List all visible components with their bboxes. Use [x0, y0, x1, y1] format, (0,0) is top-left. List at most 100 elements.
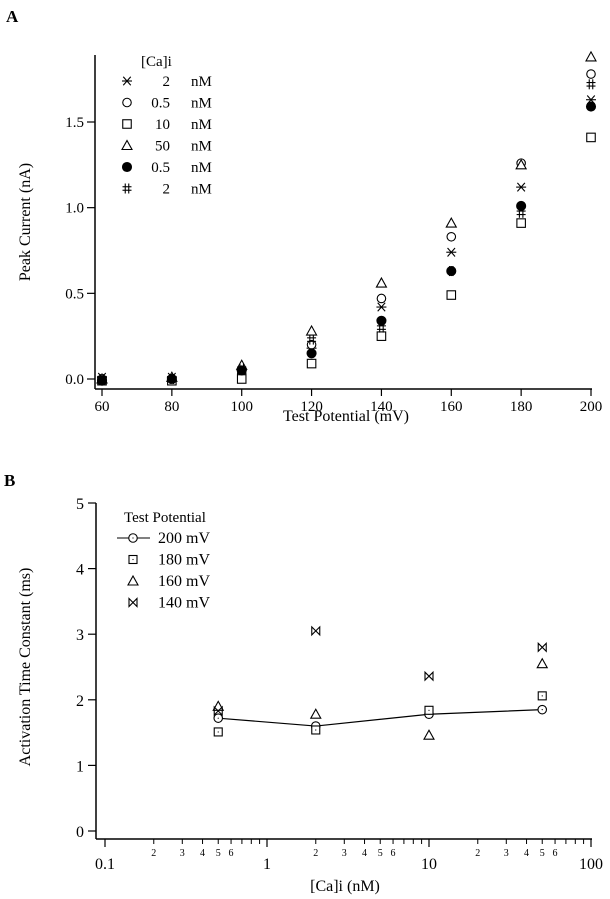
- panel-a-point-circle-filled: [446, 266, 457, 277]
- panel-a-point-triangle-open: [305, 324, 318, 336]
- panel-a-legend-marker-triangle-open: [121, 139, 133, 151]
- panel-a-point-circle-filled: [516, 200, 527, 212]
- panel-a-x-tick-label: 180: [510, 399, 533, 415]
- panel-b-x-minor-tick-label: 3: [342, 848, 347, 859]
- panel-a-legend-unit: nM: [191, 96, 212, 112]
- panel-a-legend-unit: nM: [191, 139, 212, 155]
- panel-b-y-axis-label: Activation Time Constant (ms): [17, 568, 34, 767]
- panel-b-point-triangle-open: [423, 729, 435, 740]
- panel-a-point-circle-filled: [166, 373, 177, 385]
- panel-a-point-asterisk: [446, 247, 457, 257]
- panel-b-x-minor-tick-label: 6: [229, 848, 234, 859]
- panel-b-point-circle-open-line: [213, 713, 224, 723]
- panel-b-x-minor-tick-label: 4: [524, 848, 529, 859]
- panel-a-point-circle-open: [446, 231, 457, 242]
- panel-a-x-tick-label: 140: [370, 399, 393, 415]
- panel-a-legend-value: 50: [155, 139, 170, 155]
- panel-a-y-tick-label: 1.0: [65, 201, 84, 217]
- panel-b-y-tick-label: 3: [76, 627, 84, 644]
- panel-a-x-tick-label: 160: [440, 399, 463, 415]
- panel-a-point-hash: [516, 207, 526, 218]
- panel-b-x-axis-label: [Ca]i (nM): [310, 878, 380, 895]
- panel-b-legend-marker-circle-open-line: [128, 533, 138, 543]
- panel-b-point-bowtie: [213, 705, 223, 717]
- panel-a-point-hash: [446, 266, 456, 277]
- panel-b-x-minor-tick-label: 6: [553, 848, 558, 859]
- panel-b-point-bowtie: [424, 670, 434, 682]
- panel-b-x-minor-tick-label: 3: [504, 848, 509, 859]
- panel-b-x-major-tick-label: 100: [579, 856, 603, 873]
- panel-a-x-tick-label: 200: [580, 399, 603, 415]
- panel-b-point-bowtie: [537, 641, 547, 653]
- panel-a-legend-marker-asterisk: [122, 76, 132, 86]
- panel-b-legend-label: 160 mV: [158, 573, 210, 590]
- panel-a-legend-value: 2: [163, 74, 171, 90]
- panel-b-label: B: [4, 471, 15, 490]
- panel-b-legend-label: 140 mV: [158, 595, 210, 612]
- panel-a-point-triangle-open: [515, 158, 528, 170]
- panel-a-point-circle-filled: [306, 348, 317, 359]
- panel-a-axes: [94, 55, 592, 390]
- panel-a-point-square-open: [236, 374, 247, 384]
- panel-b-legend: Test Potential 200 mV 180 mV 160 mV 140 mV: [117, 510, 210, 612]
- panel-b-point-square-dot: [537, 691, 547, 701]
- panel-a-point-hash: [237, 363, 247, 374]
- panel-b-line-200mV: [218, 709, 543, 727]
- panel-b-legend-label: 180 mV: [158, 552, 210, 569]
- panel-b-x-minor-tick-label: 5: [378, 848, 383, 859]
- panel-a-point-hash: [97, 374, 107, 384]
- panel-b-legend-marker-triangle-open: [127, 574, 139, 586]
- panel-a-y-axis-label: Peak Current (nA): [17, 163, 34, 281]
- panel-a-point-hash: [586, 79, 596, 90]
- panel-b-point-square-dot: [424, 705, 434, 715]
- panel-a-x-tick-label: 80: [164, 399, 179, 415]
- panel-a-legend-marker-hash: [122, 183, 132, 194]
- panel-b-point-square-dot: [311, 725, 321, 735]
- panel-a-data-points: [96, 50, 597, 386]
- panel-a-y-tick-label: 1.5: [65, 115, 84, 131]
- panel-a-legend-value: 10: [155, 117, 170, 133]
- panel-b-point-bowtie: [311, 625, 321, 637]
- panel-b-legend-marker-square-dot: [128, 554, 138, 565]
- panel-a-point-hash: [376, 322, 386, 333]
- panel-a-point-hash: [167, 374, 177, 384]
- panel-a-legend-unit: nM: [191, 74, 212, 90]
- panel-b-x-major-tick-label: 1: [263, 856, 271, 873]
- panel-a-point-circle-filled: [376, 315, 387, 326]
- panel-b-x-minor-tick-label: 4: [200, 848, 205, 859]
- panel-b-x-minor-tick-label: 2: [151, 848, 156, 859]
- panel-a-y-tick-label: 0.0: [65, 372, 84, 388]
- panel-b-legend-label: 200 mV: [158, 530, 210, 547]
- panel-b-y-ticks: 0 1 2 3 4 5: [76, 496, 96, 841]
- panel-a-x-axis-label: Test Potential (mV): [283, 408, 409, 425]
- panel-b-point-square-dot: [213, 727, 223, 737]
- panel-a-legend-title: [Ca]i: [141, 54, 172, 70]
- panel-a-point-circle-open: [586, 69, 596, 79]
- panel-b-y-tick-label: 5: [76, 496, 84, 513]
- panel-b-x-minor-tick-label: 6: [391, 848, 396, 859]
- panel-b-x-minor-tick-label: 3: [180, 848, 185, 859]
- panel-a-legend-marker-circle-open: [122, 97, 132, 108]
- panel-b-x-major-tick-label: 0.1: [95, 856, 115, 873]
- panel-b-y-tick-label: 0: [76, 824, 84, 841]
- panel-b-point-triangle-open: [536, 657, 549, 669]
- panel-a-point-square-open: [376, 331, 387, 341]
- panel-a: A 60 80 100 120 140 160 180 200 0.0 0.5 1.0 1.5 Te…: [6, 7, 602, 425]
- panel-a-legend-value: 0.5: [151, 160, 170, 176]
- panel-a-legend-unit: nM: [191, 117, 212, 133]
- panel-b-x-minor-tick-label: 4: [362, 848, 367, 859]
- panel-a-point-triangle-open: [445, 216, 458, 228]
- panel-a-legend-marker-square-open: [122, 119, 132, 129]
- panel-a-legend-value: 2: [163, 182, 171, 198]
- panel-a-legend: [Ca]i 2 nM 0.5 nM 10 nM 50 nM 0.5 nM 2 nM: [121, 54, 212, 198]
- panel-a-x-tick-label: 120: [300, 399, 323, 415]
- panel-a-point-asterisk: [516, 182, 527, 192]
- panel-b-y-tick-label: 1: [76, 758, 84, 775]
- panel-a-legend-marker-circle-filled: [121, 161, 133, 173]
- panel-a-point-square-open: [586, 132, 596, 143]
- panel-b-data-points: [212, 625, 549, 740]
- panel-b-point-triangle-open: [309, 708, 322, 719]
